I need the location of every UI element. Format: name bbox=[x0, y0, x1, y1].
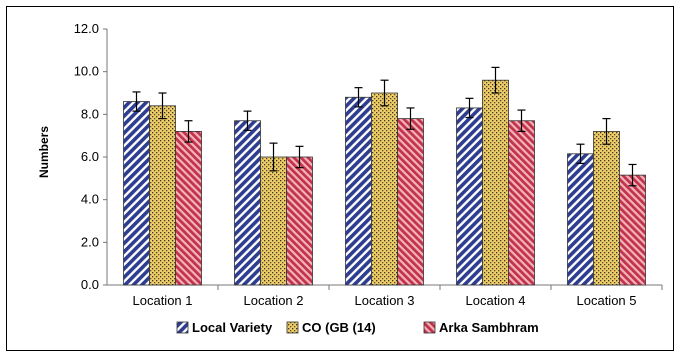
legend-label: CO (GB (14) bbox=[302, 320, 376, 335]
axes: 0.0 2.0 4.0 6.0 8.0 10.0 12.0 Location 1 Locatio… bbox=[74, 21, 663, 308]
bar bbox=[234, 120, 261, 286]
bar bbox=[508, 120, 535, 286]
legend-swatch bbox=[176, 321, 189, 334]
bar bbox=[619, 174, 646, 286]
bar bbox=[593, 130, 620, 286]
y-tick-label: 0.0 bbox=[81, 277, 99, 292]
bar bbox=[286, 156, 313, 286]
error-bars bbox=[132, 66, 637, 187]
y-tick-label: 2.0 bbox=[81, 234, 99, 249]
x-tick-label: Location 5 bbox=[577, 293, 637, 308]
y-tick-label: 4.0 bbox=[81, 192, 99, 207]
legend-label: Local Variety bbox=[192, 320, 273, 335]
y-axis-label: Numbers bbox=[37, 126, 51, 178]
legend-label: Arka Sambhram bbox=[439, 320, 539, 335]
bar bbox=[371, 92, 398, 286]
chart-frame bbox=[6, 6, 674, 351]
x-tick-label: Location 2 bbox=[244, 293, 304, 308]
bar bbox=[345, 96, 372, 286]
bar bbox=[149, 105, 176, 286]
bar bbox=[456, 107, 483, 286]
bar bbox=[123, 101, 150, 286]
legend: Local Variety CO (GB (14) Arka Sambhram bbox=[176, 320, 539, 335]
y-tick-label: 6.0 bbox=[81, 149, 99, 164]
bar bbox=[260, 156, 287, 286]
bars bbox=[123, 79, 646, 286]
y-tick-label: 8.0 bbox=[81, 106, 99, 121]
x-tick-label: Location 1 bbox=[133, 293, 193, 308]
x-tick-label: Location 4 bbox=[466, 293, 526, 308]
x-tick-label: Location 3 bbox=[355, 293, 415, 308]
bar bbox=[567, 153, 594, 286]
bar bbox=[397, 118, 424, 286]
legend-swatch bbox=[286, 321, 299, 334]
legend-swatch bbox=[423, 321, 436, 334]
y-tick-label: 12.0 bbox=[74, 21, 99, 36]
bar bbox=[175, 130, 202, 286]
y-tick-label: 10.0 bbox=[74, 64, 99, 79]
bar bbox=[482, 79, 509, 286]
